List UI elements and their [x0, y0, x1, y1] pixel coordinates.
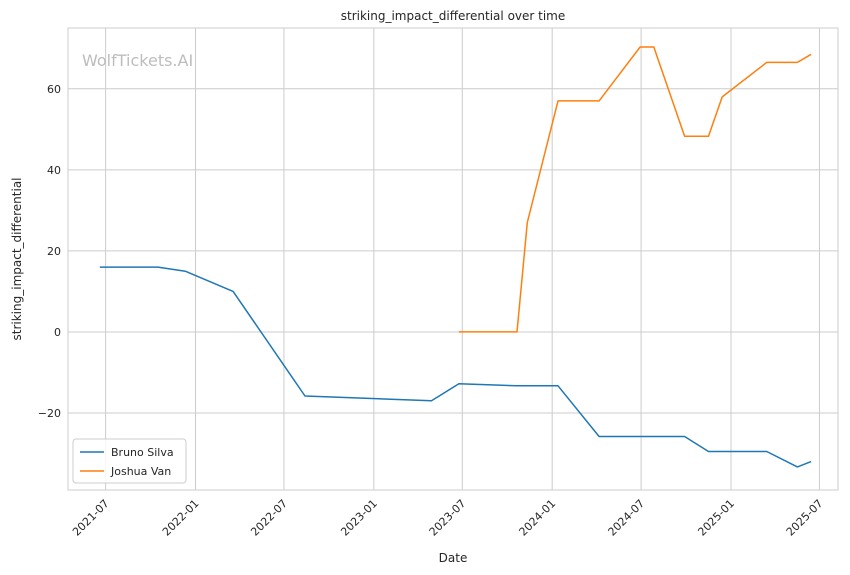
y-axis-label: striking_impact_differential — [10, 177, 24, 340]
y-tick-label: −20 — [38, 407, 61, 420]
y-tick-label: 0 — [54, 326, 61, 339]
series-line-bruno-silva — [99, 266, 812, 468]
series-line-joshua-van — [458, 46, 812, 333]
x-tick-label: 2025-07 — [784, 497, 826, 539]
grid — [68, 28, 838, 490]
x-axis-label: Date — [439, 551, 468, 565]
x-tick-label: 2023-01 — [338, 497, 380, 539]
y-tick-labels: −20 0 20 40 60 — [38, 83, 61, 420]
legend-box — [72, 438, 187, 484]
series-lines — [99, 46, 812, 468]
legend-label-joshua-van: Joshua Van — [110, 465, 171, 478]
legend-label-bruno-silva: Bruno Silva — [111, 446, 174, 459]
y-tick-label: 20 — [47, 245, 61, 258]
x-tick-label: 2022-01 — [160, 497, 202, 539]
plot-frame — [67, 27, 839, 491]
y-tick-label: 40 — [47, 164, 61, 177]
chart-title: striking_impact_differential over time — [341, 9, 566, 23]
watermark: WolfTickets.AI — [82, 51, 193, 70]
x-tick-label: 2023-07 — [427, 497, 469, 539]
x-tick-label: 2024-07 — [606, 497, 648, 539]
x-tick-labels: 2021-07 2022-01 2022-07 2023-01 2023-07 2024-… — [70, 497, 826, 539]
x-tick-label: 2025-01 — [695, 497, 737, 539]
legend: Bruno Silva Joshua Van — [72, 438, 187, 484]
x-tick-label: 2021-07 — [70, 497, 112, 539]
y-tick-label: 60 — [47, 83, 61, 96]
x-tick-label: 2022-07 — [248, 497, 290, 539]
x-tick-label: 2024-01 — [517, 497, 559, 539]
